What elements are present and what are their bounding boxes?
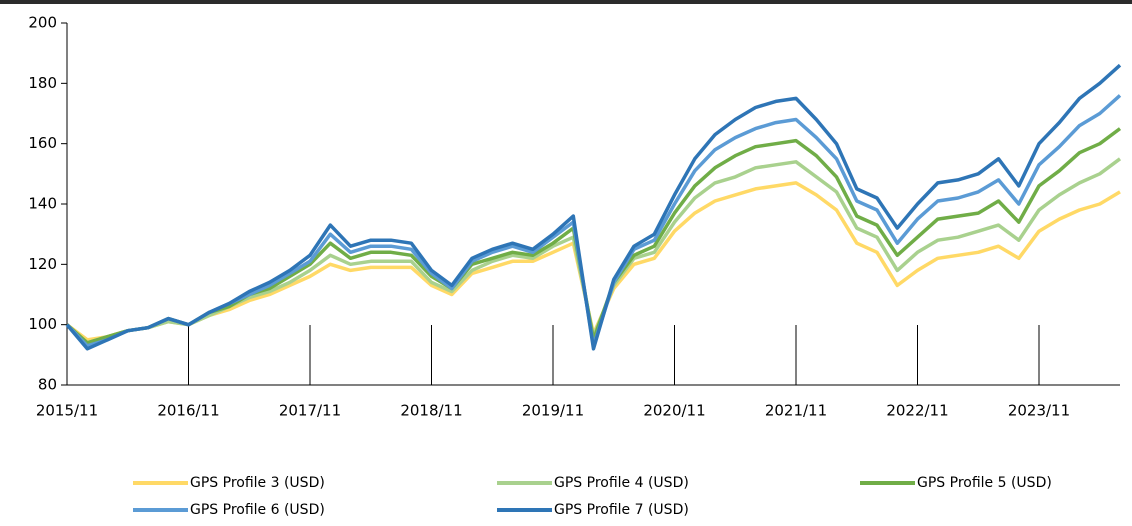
x-tick-label: 2021/11 xyxy=(765,402,827,420)
series-line xyxy=(65,181,1121,342)
x-tick-label: 2022/11 xyxy=(886,402,948,420)
x-tick-label: 2015/11 xyxy=(36,402,98,420)
x-tick-label: 2017/11 xyxy=(279,402,341,420)
legend-label: GPS Profile 3 (USD) xyxy=(190,475,325,491)
y-tick-label: 140 xyxy=(28,195,57,213)
y-tick-label: 180 xyxy=(28,74,57,92)
legend-label: GPS Profile 5 (USD) xyxy=(917,475,1052,491)
y-tick-label: 120 xyxy=(28,255,57,273)
x-tick-label: 2023/11 xyxy=(1008,402,1070,420)
y-tick-label: 200 xyxy=(28,14,57,32)
legend-label: GPS Profile 4 (USD) xyxy=(554,475,689,491)
y-tick-label: 80 xyxy=(38,376,57,394)
y-tick-label: 160 xyxy=(28,134,57,152)
series-line xyxy=(65,157,1122,345)
x-tick-label: 2019/11 xyxy=(522,402,584,420)
y-tick-label: 100 xyxy=(28,315,57,333)
series-line xyxy=(65,63,1122,351)
legend-label: GPS Profile 6 (USD) xyxy=(190,502,325,518)
x-tick-label: 2016/11 xyxy=(157,402,219,420)
top-border xyxy=(0,0,1132,4)
legend-label: GPS Profile 7 (USD) xyxy=(554,502,689,518)
legend: GPS Profile 3 (USD) GPS Profile 4 (USD) GP… xyxy=(133,475,1052,518)
x-tick-label: 2020/11 xyxy=(643,402,705,420)
x-tick-label: 2018/11 xyxy=(400,402,462,420)
